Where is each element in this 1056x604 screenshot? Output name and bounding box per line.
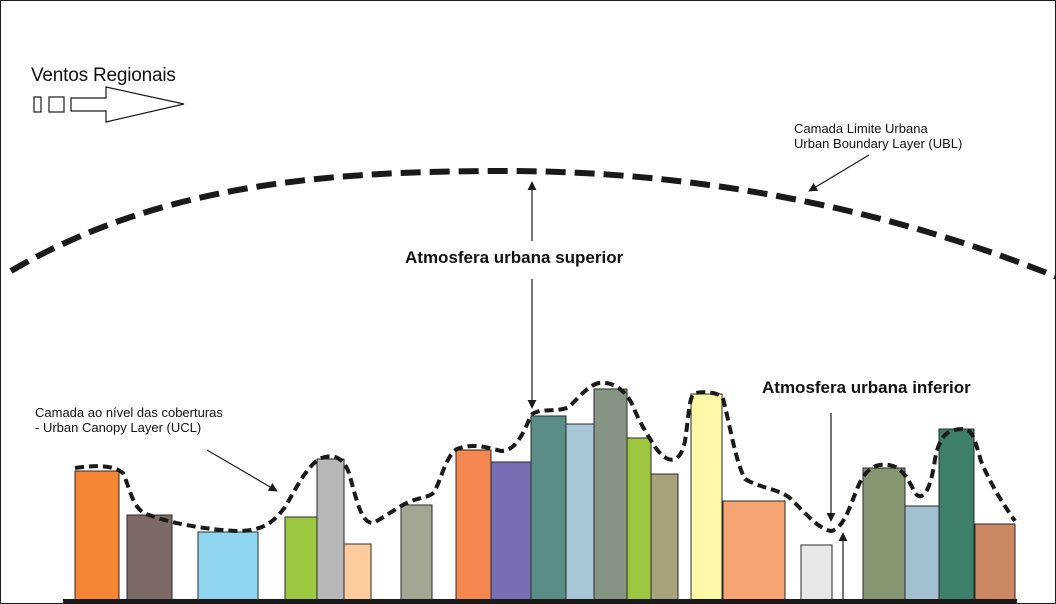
building (126, 514, 173, 602)
ucl-label-line-1: Camada ao nível das coberturas (35, 405, 223, 420)
ubl-boundary-line (9, 167, 1055, 280)
lower-atmosphere-label: Atmosfera urbana inferior (762, 378, 971, 397)
wind-arrow-icon (33, 86, 185, 123)
building (284, 516, 318, 602)
ubl-label: Camada Limite Urbana Urban Boundary Laye… (794, 121, 963, 152)
building (455, 449, 492, 602)
building (197, 531, 259, 602)
building (800, 544, 833, 602)
building (565, 423, 595, 602)
building (530, 415, 567, 602)
building (626, 437, 652, 602)
building (74, 470, 120, 602)
building (862, 467, 906, 602)
building (593, 388, 628, 602)
ucl-label-line-2: - Urban Canopy Layer (UCL) (35, 419, 202, 435)
ucl-pointer-arrow (206, 449, 278, 492)
ucl-canopy-line (74, 380, 1017, 533)
ground-line (63, 599, 1017, 603)
building (690, 393, 723, 602)
building (974, 523, 1016, 602)
building (400, 504, 433, 602)
ucl-label: Camada ao nível das coberturas - Urban C… (35, 405, 223, 436)
upper-atmosphere-label: Atmosfera urbana superior (405, 248, 624, 267)
building (722, 500, 786, 602)
buildings (74, 388, 1016, 602)
building (938, 428, 975, 602)
building (904, 505, 940, 602)
ubl-label-line-1: Camada Limite Urbana (794, 121, 928, 136)
ubl-label-line-2: Urban Boundary Layer (UBL) (794, 135, 963, 151)
building (343, 543, 372, 602)
building (316, 458, 345, 602)
ubl-pointer-arrow (808, 154, 870, 192)
building (650, 473, 679, 602)
regional-winds-label: Ventos Regionais (31, 65, 176, 86)
building (490, 461, 532, 602)
